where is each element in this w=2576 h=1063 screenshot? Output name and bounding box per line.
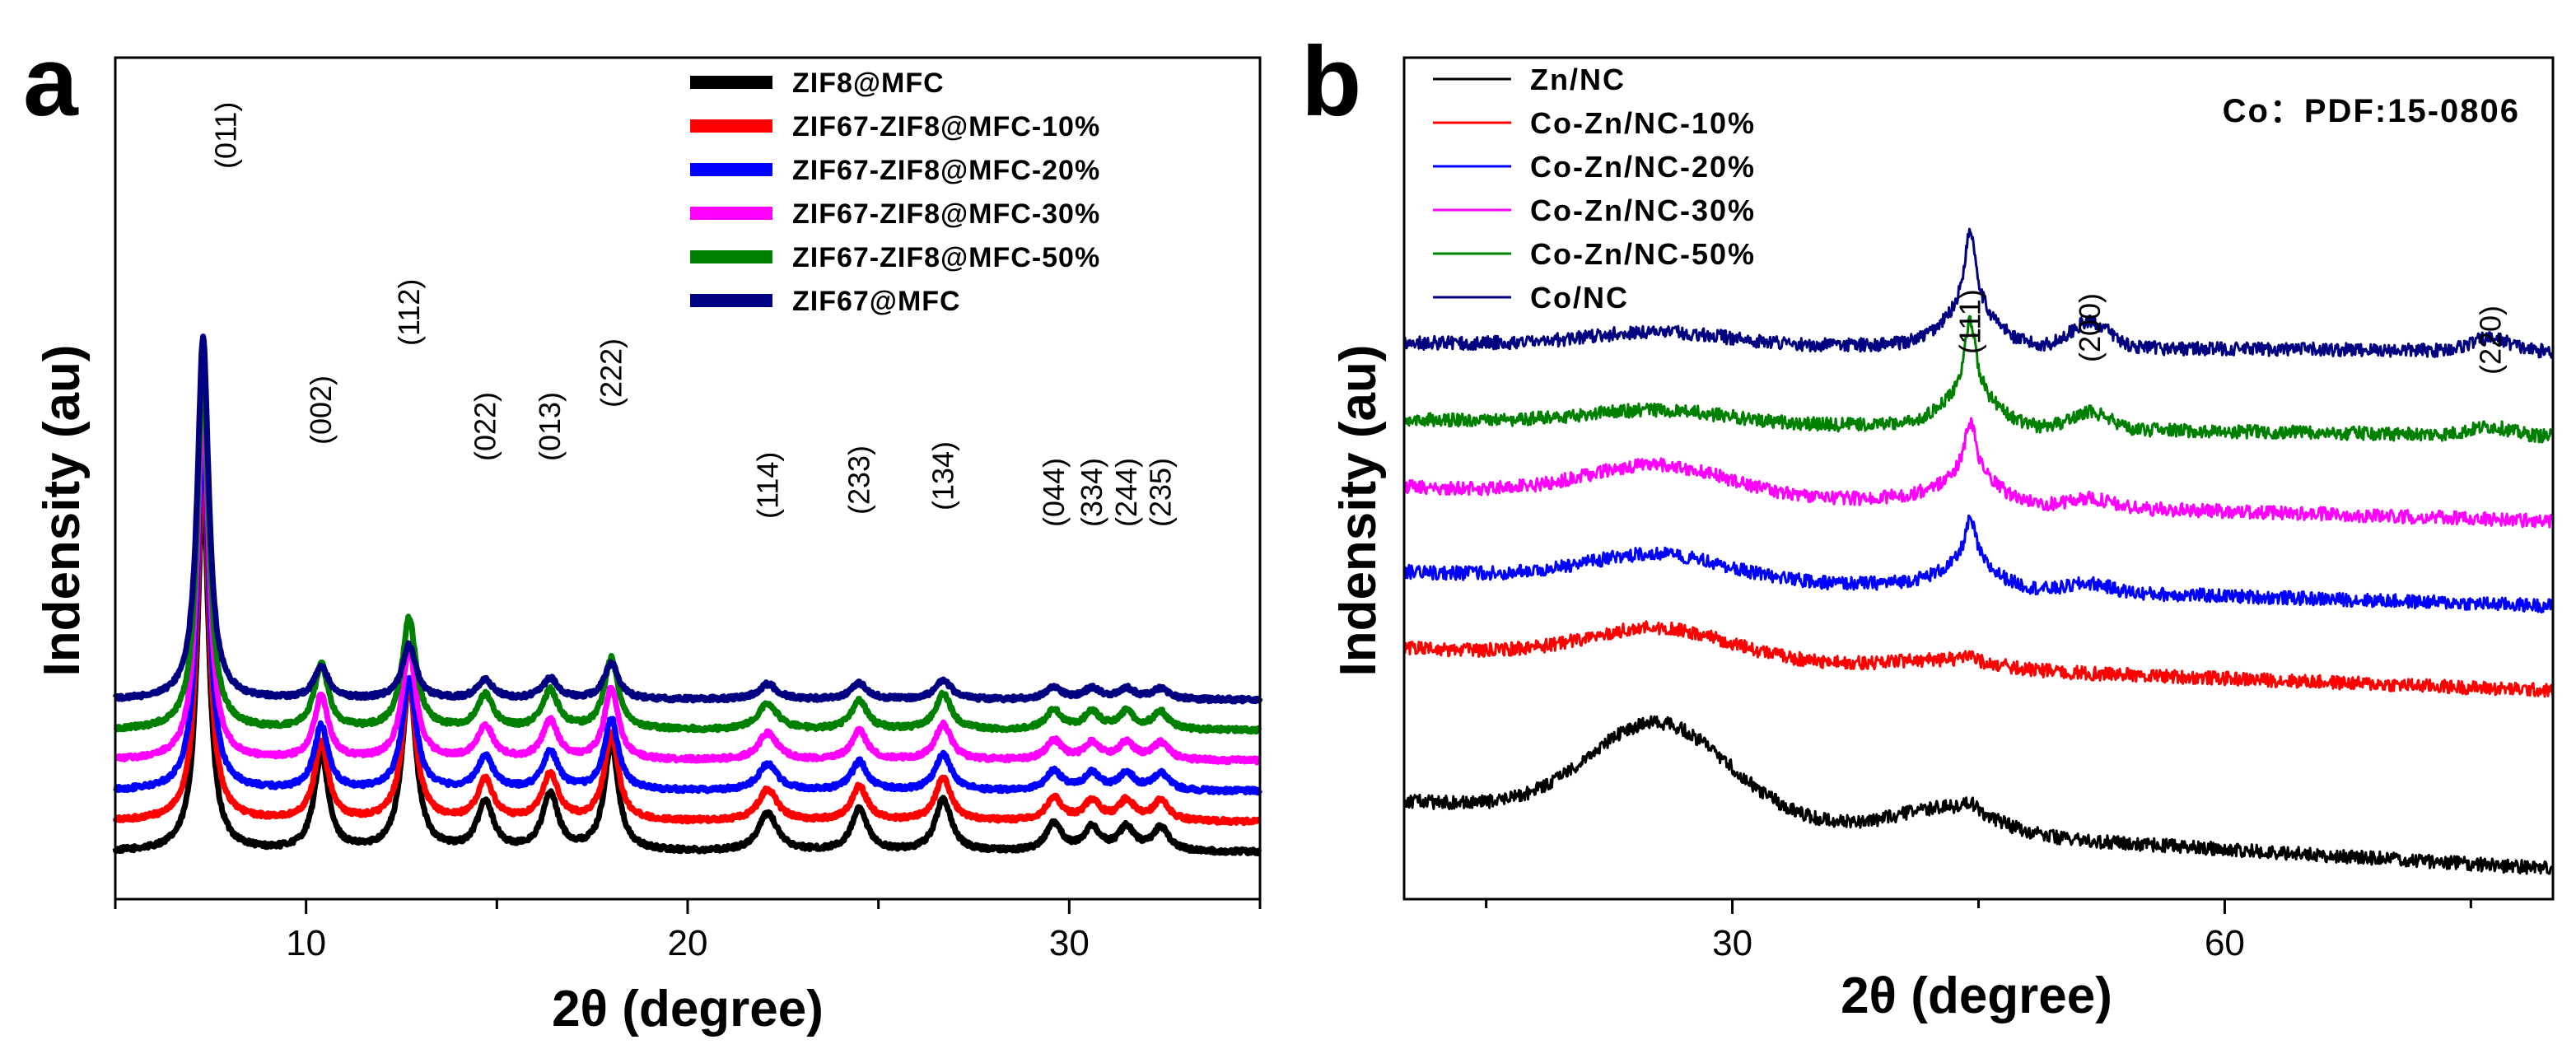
panel-a-series-line (112, 454, 1262, 827)
panel-b-curves (1402, 227, 2555, 875)
panel-b-legend-label: Co-Zn/NC-50% (1530, 237, 1756, 271)
panel-a-peak-label: (112) (392, 279, 426, 346)
panel-a-peak-label: (233) (842, 445, 876, 515)
panel-a-legend-label: ZIF67-ZIF8@MFC-20% (792, 155, 1100, 186)
panel-b-series-line (1402, 620, 2555, 698)
panel-b-peak-labels: (111) (200) (220) (1953, 289, 2508, 375)
panel-a-tick-label: 10 (286, 923, 326, 963)
panel-b-letter: b (1301, 26, 1361, 137)
panel-a-peak-label: (134) (926, 441, 959, 511)
panel-a-peak-label: (114) (750, 452, 784, 519)
panel-a-peak-label: (222) (594, 338, 628, 408)
panel-b-legend-label: Co-Zn/NC-30% (1530, 193, 1756, 227)
panel-b-series-line (1402, 514, 2555, 613)
panel-a-series-line (113, 424, 1263, 796)
panel-b-legend-label: Co/NC (1530, 281, 1629, 315)
panel-b-annotation: Co：PDF:15-0806 (2223, 93, 2520, 129)
panel-a-peak-labels: (011) (002) (112) (022) (013) (222) (114) (233)… (209, 102, 1178, 527)
panel-a-legend-label: ZIF8@MFC (792, 68, 945, 99)
panel-b-y-axis-title: Indensity (au) (1330, 344, 1387, 676)
panel-a: a (011) (002) (112) (022) (013) (222) (114) (23… (23, 26, 1263, 1037)
panel-a-peak-label: (044) (1037, 458, 1071, 527)
panel-b-series-line (1402, 315, 2555, 444)
panel-a-legend-label: ZIF67-ZIF8@MFC-50% (792, 242, 1100, 273)
panel-a-peak-label: (244) (1109, 458, 1143, 527)
panel-b-x-axis-title: 2θ (degree) (1841, 967, 2112, 1024)
panel-b-peak-label: (220) (2473, 305, 2507, 375)
panel-b-series-line (1402, 715, 2555, 875)
panel-a-peak-label: (013) (533, 392, 567, 461)
panel-b-tick-label: 30 (1712, 923, 1752, 963)
panel-a-legend-label: ZIF67@MFC (792, 286, 961, 317)
panel-a-tick-label: 20 (668, 923, 708, 963)
panel-a-series-line (112, 484, 1262, 857)
panel-b-series-line (1403, 227, 2554, 359)
panel-a-series-line (112, 333, 1263, 705)
panel-a-x-ticks: 10 20 30 (114, 899, 1262, 963)
panel-a-legend-label: ZIF67-ZIF8@MFC-10% (792, 111, 1100, 142)
panel-a-curves (112, 333, 1263, 857)
panel-a-legend: ZIF8@MFC ZIF67-ZIF8@MFC-10% ZIF67-ZIF8@MFC… (690, 68, 1100, 317)
panel-b-x-ticks: 30 60 (1485, 899, 2472, 963)
panel-a-peak-label: (002) (304, 375, 338, 445)
panel-b-legend-label: Co-Zn/NC-20% (1530, 150, 1756, 184)
panel-a-peak-label: (022) (468, 392, 502, 461)
panel-b-series-line (1402, 417, 2555, 529)
panel-a-letter: a (23, 26, 79, 137)
panel-a-peak-label: (235) (1144, 458, 1178, 527)
panel-a-tick-label: 30 (1049, 923, 1090, 963)
panel-a-peak-label: (334) (1075, 458, 1108, 527)
panel-b-peak-label: (200) (2073, 293, 2107, 362)
panel-a-series-line (113, 396, 1262, 766)
panel-a-y-axis-title: Indensity (au) (34, 344, 91, 676)
panel-b-legend: Zn/NC Co-Zn/NC-10% Co-Zn/NC-20% Co-Zn/NC-30… (1433, 63, 1756, 315)
panel-a-legend-label: ZIF67-ZIF8@MFC-30% (792, 198, 1100, 230)
panel-a-x-axis-title: 2θ (degree) (552, 981, 824, 1037)
panel-b-legend-label: Co-Zn/NC-10% (1530, 106, 1756, 140)
panel-b: b (111) (200) (220) 30 60 Zn/NC Co-Zn/NC-10%… (1301, 26, 2555, 1024)
panel-b-legend-label: Zn/NC (1530, 63, 1626, 96)
panel-a-peak-label: (011) (209, 102, 243, 169)
panel-a-series-line (113, 366, 1262, 735)
panel-b-tick-label: 60 (2205, 923, 2245, 963)
panel-b-peak-label: (111) (1953, 289, 1987, 354)
